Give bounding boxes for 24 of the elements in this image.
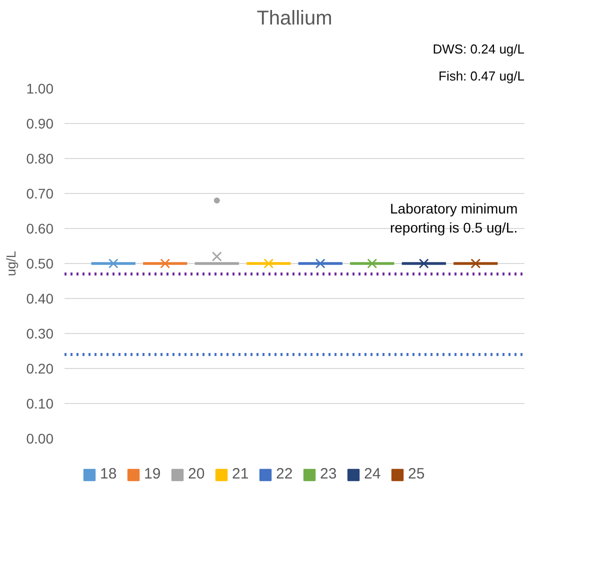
legend-label: 18 <box>100 466 118 482</box>
text: DWS: 0.24 ug/L <box>432 42 525 56</box>
y-tick-label: 0.30 <box>26 326 54 342</box>
y-tick-label: 0.60 <box>26 220 54 236</box>
legend-label: 22 <box>276 466 294 482</box>
y-tick-label: 1.00 <box>26 80 54 96</box>
legend-label: 19 <box>144 466 162 482</box>
y-tick-label: 0.20 <box>26 360 54 376</box>
y-tick-label: 0.50 <box>26 256 54 272</box>
y-tick-label: 0.10 <box>26 396 54 412</box>
legend-label: 23 <box>320 466 338 482</box>
y-tick-label: 0.00 <box>26 430 54 446</box>
legend-label: 21 <box>232 466 250 482</box>
y-tick-label: 0.80 <box>26 150 54 166</box>
legend-label: 24 <box>364 466 382 482</box>
legend-label: 20 <box>188 466 206 482</box>
legend-label: 25 <box>408 466 426 482</box>
y-axis-title: ug/L <box>3 250 18 276</box>
chart-title: Thallium <box>256 8 332 30</box>
y-tick-label: 0.70 <box>26 186 54 202</box>
text: Fish: 0.47 ug/L <box>438 68 524 84</box>
y-tick-label: 0.40 <box>26 290 54 306</box>
y-tick-label: 0.90 <box>26 116 54 132</box>
annotation: Laboratory minimum reporting is 0.5 ug/L. <box>390 200 518 236</box>
